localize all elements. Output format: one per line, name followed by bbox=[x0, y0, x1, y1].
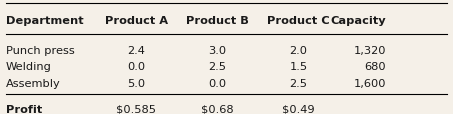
Text: $0.68: $0.68 bbox=[201, 104, 234, 114]
Text: 2.5: 2.5 bbox=[208, 62, 226, 72]
Text: Product C: Product C bbox=[267, 16, 330, 26]
Text: Product A: Product A bbox=[105, 16, 168, 26]
Text: Department: Department bbox=[6, 16, 83, 26]
Text: Capacity: Capacity bbox=[331, 16, 386, 26]
Text: 680: 680 bbox=[365, 62, 386, 72]
Text: Profit: Profit bbox=[6, 104, 42, 114]
Text: 0.0: 0.0 bbox=[208, 78, 226, 88]
Text: 0.0: 0.0 bbox=[127, 62, 145, 72]
Text: $0.49: $0.49 bbox=[282, 104, 315, 114]
Text: 2.5: 2.5 bbox=[289, 78, 308, 88]
Text: 2.0: 2.0 bbox=[289, 45, 308, 55]
Text: 1,320: 1,320 bbox=[354, 45, 386, 55]
Text: Punch press: Punch press bbox=[6, 45, 75, 55]
Text: 5.0: 5.0 bbox=[127, 78, 145, 88]
Text: 1.5: 1.5 bbox=[289, 62, 308, 72]
Text: Product B: Product B bbox=[186, 16, 249, 26]
Text: 2.4: 2.4 bbox=[127, 45, 145, 55]
Text: 3.0: 3.0 bbox=[208, 45, 226, 55]
Text: $0.585: $0.585 bbox=[116, 104, 156, 114]
Text: 1,600: 1,600 bbox=[354, 78, 386, 88]
Text: Welding: Welding bbox=[6, 62, 52, 72]
Text: Assembly: Assembly bbox=[6, 78, 61, 88]
